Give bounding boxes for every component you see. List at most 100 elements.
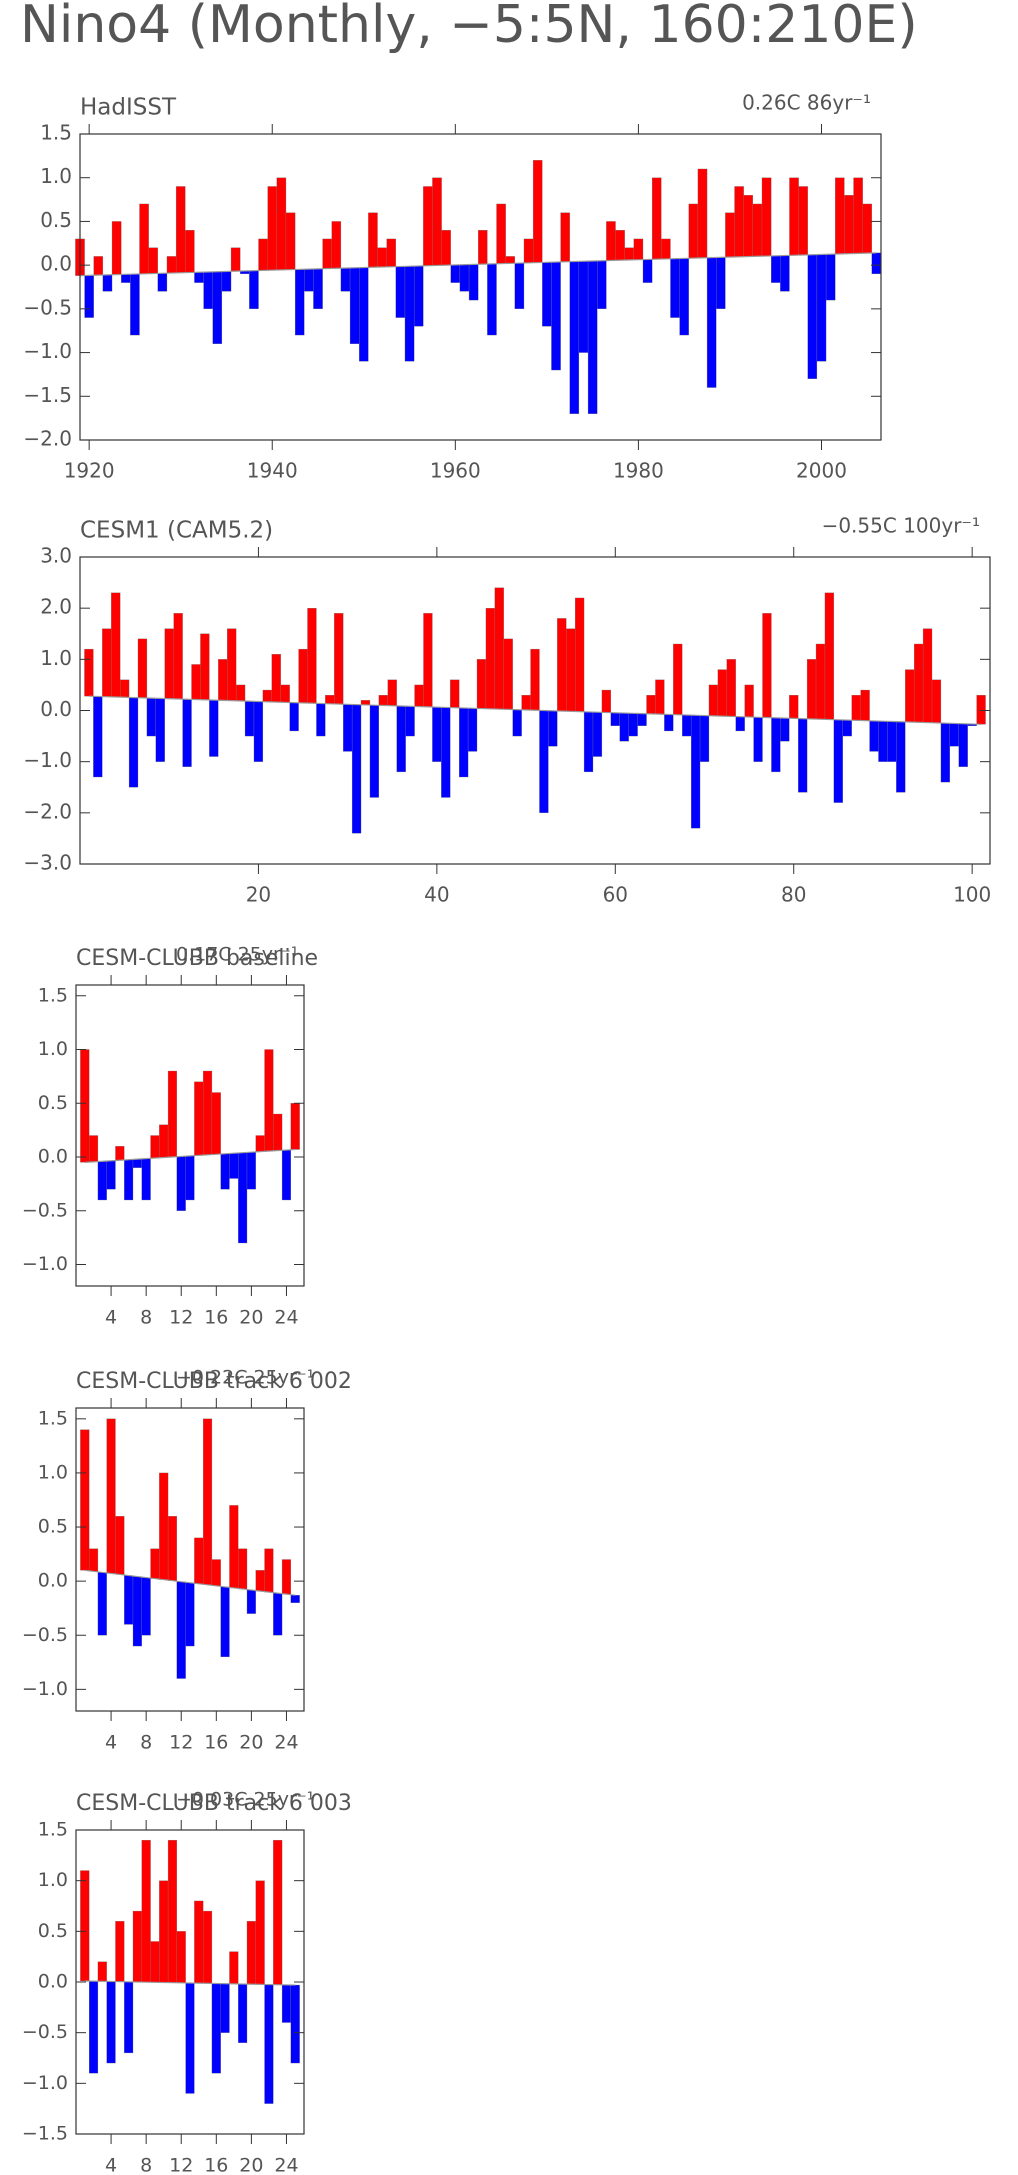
anomaly-bar xyxy=(976,695,986,725)
anomaly-bar xyxy=(150,1135,160,1159)
anomaly-bar xyxy=(264,1049,274,1152)
anomaly-bar xyxy=(673,643,683,715)
anomaly-bar xyxy=(159,1472,169,1580)
x-tick-label: 16 xyxy=(204,2155,228,2175)
trend-line xyxy=(79,252,877,277)
anomaly-bar xyxy=(235,684,246,702)
anomaly-bar xyxy=(255,1135,265,1152)
x-tick-label: 8 xyxy=(140,1732,152,1754)
anomaly-bar xyxy=(753,717,763,762)
y-tick-label: −0.5 xyxy=(22,1199,68,1221)
trend-annotation: −0.22C 25yr⁻¹ xyxy=(176,1367,314,1389)
trend-annotation: −0.55C 100yr⁻¹ xyxy=(822,514,980,538)
figure-title: Nino4 (Monthly, −5:5N, 160:210E) xyxy=(20,0,918,55)
x-tick-label: 2000 xyxy=(796,459,847,483)
anomaly-bar xyxy=(423,186,433,266)
anomaly-bar xyxy=(682,714,692,737)
anomaly-bar xyxy=(331,221,342,269)
anomaly-bar xyxy=(238,1983,248,2043)
trend-annotation: 0.26C 86yr⁻¹ xyxy=(742,91,871,115)
y-tick-label: −2.0 xyxy=(23,427,72,451)
anomaly-bar xyxy=(175,186,186,273)
anomaly-bar xyxy=(610,712,620,726)
anomaly-bar xyxy=(476,659,487,709)
anomaly-bar xyxy=(494,587,504,710)
anomaly-bar xyxy=(246,1589,256,1614)
y-tick-label: 0.5 xyxy=(38,1092,68,1114)
y-tick-label: −2.0 xyxy=(23,799,72,823)
anomaly-bar xyxy=(194,1537,204,1584)
anomaly-bar xyxy=(290,1595,300,1603)
anomaly-bar xyxy=(468,264,479,301)
plot-frame xyxy=(75,984,305,1287)
anomaly-bar xyxy=(853,177,863,254)
anomaly-bar xyxy=(815,643,826,720)
anomaly-bar xyxy=(395,266,406,318)
anomaly-bar xyxy=(102,274,113,292)
anomaly-bar xyxy=(167,1070,177,1158)
anomaly-bar xyxy=(194,1900,204,1984)
anomaly-bar xyxy=(931,679,942,724)
anomaly-bar xyxy=(343,704,353,752)
anomaly-bar xyxy=(688,203,699,259)
anomaly-bar xyxy=(706,257,717,388)
panel-title: CESM-CLUBB baseline xyxy=(76,946,318,971)
anomaly-bar xyxy=(185,1582,195,1647)
trend-annotation: −0.03C 25yr⁻¹ xyxy=(176,1789,314,1811)
anomaly-bar xyxy=(560,212,570,262)
x-tick-label: 8 xyxy=(140,2155,152,2175)
anomaly-bar xyxy=(619,712,629,742)
anomaly-bar xyxy=(290,1103,300,1150)
y-tick-label: 0.5 xyxy=(40,208,72,232)
anomaly-bar xyxy=(115,1921,125,1982)
anomaly-bar xyxy=(914,643,924,723)
anomaly-bar xyxy=(503,638,513,710)
y-tick-label: 0.0 xyxy=(38,1570,68,1592)
y-tick-label: −0.5 xyxy=(23,295,72,319)
y-tick-label: −3.0 xyxy=(23,851,72,875)
anomaly-bar xyxy=(115,1516,125,1575)
anomaly-bar xyxy=(280,684,290,703)
anomaly-bar xyxy=(159,1880,169,1983)
anomaly-bar xyxy=(514,262,525,310)
anomaly-bar xyxy=(211,1092,221,1155)
anomaly-bar xyxy=(450,264,461,283)
anomaly-bar xyxy=(264,1984,274,2104)
anomaly-bar xyxy=(896,721,906,793)
anomaly-bar xyxy=(271,654,281,703)
anomaly-bar xyxy=(89,1548,99,1572)
anomaly-bar xyxy=(615,230,625,261)
y-tick-label: −1.5 xyxy=(23,383,72,407)
anomaly-bar xyxy=(182,699,192,767)
anomaly-bar xyxy=(387,679,397,706)
anomaly-bar xyxy=(771,717,781,773)
anomaly-bar xyxy=(281,1559,291,1595)
anomaly-bar xyxy=(423,613,433,708)
anomaly-bar xyxy=(185,1982,195,2094)
anomaly-bar xyxy=(905,669,915,723)
anomaly-bar xyxy=(459,264,470,292)
anomaly-bar xyxy=(359,267,369,362)
plot-frame xyxy=(79,133,882,441)
y-tick-label: 1.0 xyxy=(40,646,72,670)
anomaly-bar xyxy=(441,707,451,798)
anomaly-bar xyxy=(157,273,168,292)
x-tick-label: 20 xyxy=(246,883,271,907)
anomaly-bar xyxy=(642,259,653,283)
anomaly-bar xyxy=(258,238,268,271)
x-tick-label: 1960 xyxy=(430,459,481,483)
x-tick-label: 8 xyxy=(140,1307,152,1329)
anomaly-bar xyxy=(106,1160,116,1190)
anomaly-bar xyxy=(512,709,522,737)
anomaly-bar xyxy=(651,177,662,260)
anomaly-bar xyxy=(726,659,736,717)
anomaly-bar xyxy=(176,1581,186,1679)
x-tick-label: 12 xyxy=(169,1732,193,1754)
anomaly-bar xyxy=(253,701,264,762)
anomaly-bar xyxy=(664,714,674,732)
y-tick-label: −1.0 xyxy=(23,339,72,363)
anomaly-bar xyxy=(637,713,647,726)
anomaly-bar xyxy=(578,261,589,353)
anomaly-bar xyxy=(377,247,387,268)
